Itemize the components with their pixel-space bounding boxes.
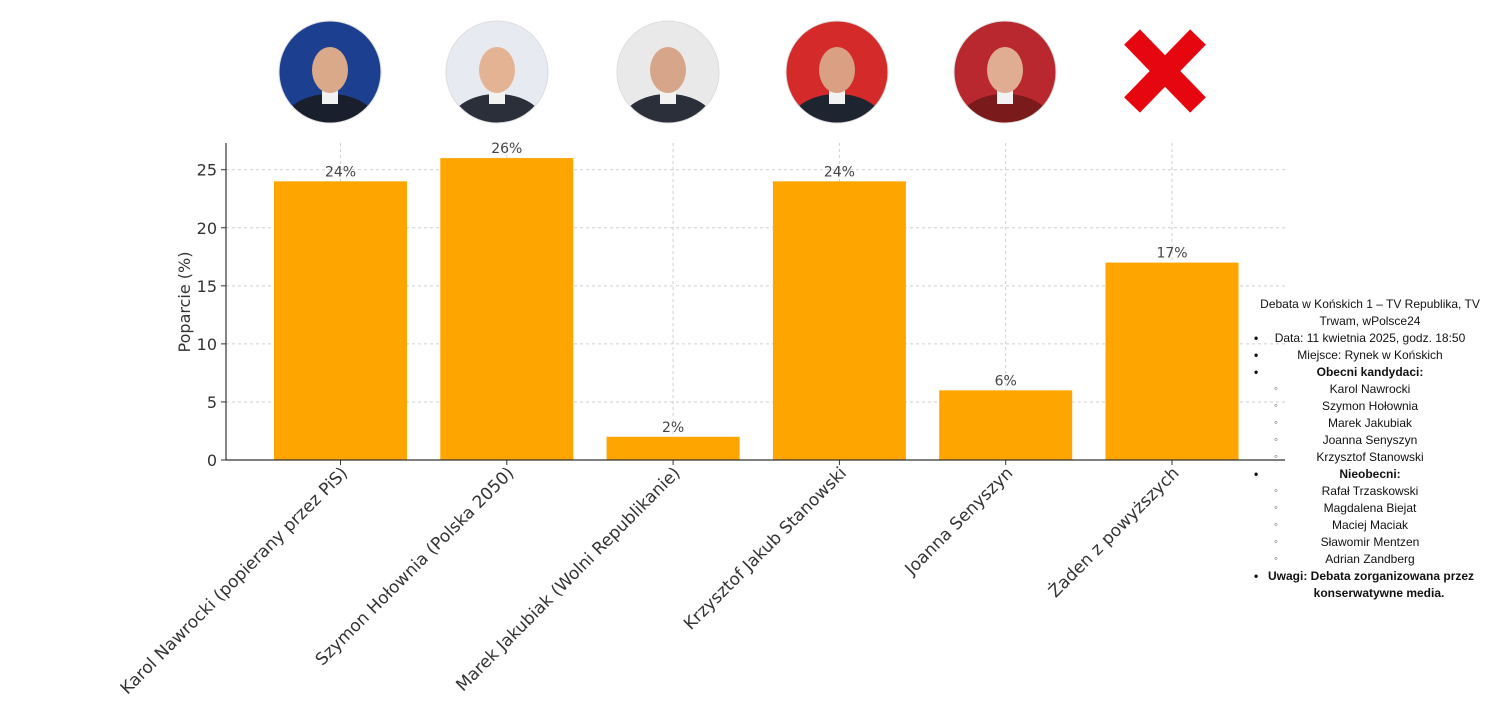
photo-body bbox=[451, 94, 543, 123]
photo-body bbox=[959, 94, 1051, 123]
y-tick-label: 15 bbox=[197, 277, 217, 296]
bar bbox=[1105, 262, 1239, 460]
candidate-photo bbox=[446, 21, 548, 123]
red-x-icon bbox=[1124, 29, 1206, 113]
photo-ring bbox=[953, 20, 1057, 124]
note-title: Debata w Końskich 1 – TV Republika, TV T… bbox=[1260, 297, 1480, 328]
note-absent-item: Adrian Zandberg bbox=[1250, 551, 1490, 568]
debate-info-note: Debata w Końskich 1 – TV Republika, TV T… bbox=[1250, 296, 1490, 602]
x-tick-label: Krzysztof Jakub Stanowski bbox=[680, 463, 851, 634]
photo-face bbox=[479, 47, 515, 93]
bar-value-label: 2% bbox=[662, 420, 684, 436]
photo-ring bbox=[445, 20, 549, 124]
note-date: Data: 11 kwietnia 2025, godz. 18:50 bbox=[1250, 330, 1490, 347]
candidate-photos bbox=[278, 20, 1206, 124]
y-axis-label: Poparcie (%) bbox=[175, 252, 194, 353]
photo-body bbox=[284, 94, 376, 123]
note-absent-item: Sławomir Mentzen bbox=[1250, 534, 1490, 551]
note-absent-item: Rafał Trzaskowski bbox=[1250, 483, 1490, 500]
photo-face bbox=[819, 47, 855, 93]
photo-ring bbox=[785, 20, 889, 124]
note-remark-line1: Uwagi: Debata zorganizowana przez bbox=[1268, 569, 1475, 583]
photo-face bbox=[650, 47, 686, 93]
bar bbox=[274, 181, 407, 461]
note-present-item: Szymon Hołownia bbox=[1250, 398, 1490, 415]
y-tick-label: 25 bbox=[197, 161, 217, 180]
note-remark: Uwagi: Debata zorganizowana przez konser… bbox=[1250, 568, 1490, 602]
note-list: Data: 11 kwietnia 2025, godz. 18:50 Miej… bbox=[1250, 330, 1490, 602]
y-tick-label: 20 bbox=[197, 219, 217, 238]
y-tick-label: 10 bbox=[197, 335, 217, 354]
note-remark-line2: konserwatywne media. bbox=[1313, 586, 1445, 600]
note-absent-item: Magdalena Biejat bbox=[1250, 500, 1490, 517]
note-present-item: Krzysztof Stanowski bbox=[1250, 449, 1490, 466]
bars: 24% 26% 2% 24% 6% 17% bbox=[274, 141, 1239, 461]
bar-value-label: 17% bbox=[1156, 246, 1187, 262]
note-present-heading: Obecni kandydaci: bbox=[1250, 364, 1490, 381]
bar bbox=[440, 158, 574, 460]
note-present-item: Karol Nawrocki bbox=[1250, 381, 1490, 398]
note-present-item: Joanna Senyszyn bbox=[1250, 432, 1490, 449]
bar bbox=[939, 390, 1073, 460]
bar bbox=[772, 181, 906, 461]
x-stroke bbox=[1124, 29, 1206, 113]
bar-value-label: 26% bbox=[491, 141, 522, 157]
x-tick-label: Joanna Senyszyn bbox=[901, 463, 1018, 580]
candidate-photo bbox=[617, 21, 719, 123]
x-tick-label: Żaden z powyższych bbox=[1044, 463, 1183, 602]
photo-face bbox=[312, 47, 348, 93]
y-tick-label: 0 bbox=[207, 451, 217, 470]
note-place: Miejsce: Rynek w Końskich bbox=[1250, 347, 1490, 364]
bar-value-label: 24% bbox=[325, 164, 356, 180]
note-absent-heading: Nieobecni: bbox=[1250, 466, 1490, 483]
bar-value-label: 24% bbox=[824, 164, 855, 180]
bar bbox=[606, 436, 740, 460]
note-present-item: Marek Jakubiak bbox=[1250, 415, 1490, 432]
candidate-photo bbox=[786, 21, 888, 123]
photo-ring bbox=[616, 20, 720, 124]
bar-value-label: 6% bbox=[995, 373, 1017, 389]
candidate-photo bbox=[279, 21, 381, 123]
note-absent-item: Maciej Maciak bbox=[1250, 517, 1490, 534]
candidate-photo bbox=[954, 21, 1056, 123]
photo-face bbox=[987, 47, 1023, 93]
x-tick-label: Szymon Hołownia (Polska 2050) bbox=[312, 463, 519, 670]
y-tick-label: 5 bbox=[207, 393, 217, 412]
photo-body bbox=[622, 94, 714, 123]
photo-ring bbox=[278, 20, 382, 124]
photo-body bbox=[791, 94, 883, 123]
x-tick-label: Karol Nawrocki (popierany przez PiS) bbox=[117, 463, 352, 698]
